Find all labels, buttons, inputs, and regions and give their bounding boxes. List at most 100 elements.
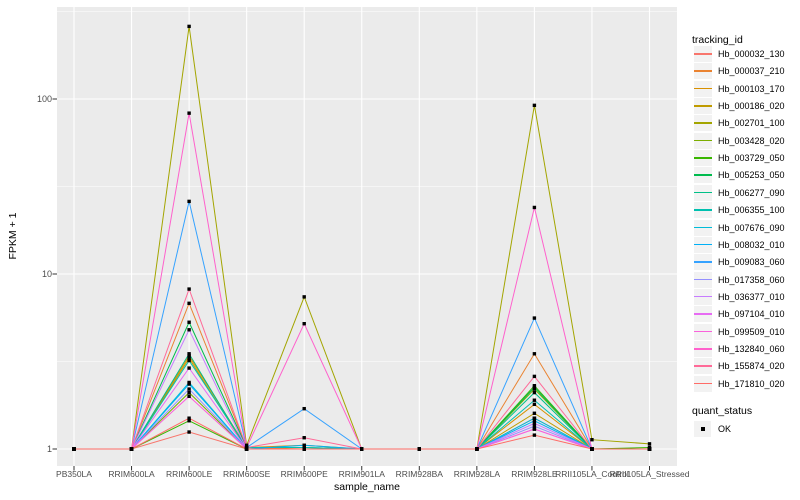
data-point-marker [532,205,537,210]
legend-key-swatch [694,63,712,80]
x-tick-label: RRIM600PE [280,469,328,479]
data-point-marker [187,356,191,360]
data-point-marker [532,390,537,395]
data-point-marker [244,443,249,447]
legend-line-icon [694,313,712,315]
legend-key-swatch [694,132,712,149]
data-point-marker [187,419,191,423]
data-point-marker [532,402,537,407]
legend-item-label: Hb_000037_210 [718,66,785,77]
legend-key-swatch [694,219,712,236]
y-tick-label: 1 [46,444,52,454]
data-point-marker [129,447,134,451]
legend-item-label: Hb_132840_060 [718,343,785,354]
data-point-marker [360,447,364,451]
data-point-marker [590,438,594,442]
data-point-marker [532,416,537,420]
data-point-marker [647,447,652,451]
legend-key-swatch [694,184,712,201]
x-tick-label: RRIM928LA [453,469,500,479]
data-point-marker [244,447,249,451]
data-point-marker [187,24,191,29]
legend-item-label: Hb_007676_090 [718,222,785,233]
data-point-marker [532,433,537,437]
legend-item-label: Hb_036377_010 [718,291,785,302]
x-tick-label: RRIM928LE [511,469,558,479]
legend-key-swatch [694,115,712,132]
data-point-marker [417,447,421,451]
legend-item-label: Hb_006355_100 [718,205,785,216]
legend-line-icon [694,191,712,194]
legend-key-swatch [694,236,712,253]
x-tick-label: RRIM901LA [338,469,385,479]
legend-title-quant-status: quant_status [692,405,753,417]
legend-item-label: Hb_003428_020 [718,135,785,146]
legend-line-icon [694,382,712,385]
legend-item-label: Hb_003729_050 [718,153,785,164]
legend-item-label: Hb_002701_100 [718,118,785,129]
legend-key-swatch [694,167,712,184]
data-point-marker [72,447,76,451]
legend-item-label: Hb_000032_130 [718,49,785,59]
legend-key-swatch [694,323,712,340]
legend-item-label: Hb_005253_050 [718,170,785,181]
data-point-marker [590,447,594,451]
legend-title-tracking-id: tracking_id [692,34,743,46]
data-point-marker [532,421,537,426]
legend-key-swatch [694,340,712,357]
legend-line-icon [694,87,712,90]
data-point-marker [532,398,537,402]
legend-key-swatch [694,271,712,288]
legend-item-label: Hb_017358_060 [718,274,785,285]
data-point-marker [302,295,306,299]
legend-line-icon [694,53,712,55]
legend-item-label: Hb_008032_010 [718,239,785,250]
legend-line-icon [694,295,712,298]
data-point-marker [532,352,537,356]
legend-line-icon [694,174,712,177]
data-point-marker [187,287,191,291]
x-tick-label: RRIM600LE [165,469,213,479]
legend-item-label: Hb_000103_170 [718,83,785,94]
legend-key-swatch [694,358,712,375]
data-point-marker [187,320,191,324]
x-tick-label: RRII105LA_Control [555,469,629,479]
ok-square-marker-icon [700,427,705,431]
x-tick-label: RRII105LA_Stressed [609,469,690,479]
x-tick-label: RRIM600LA [108,469,155,479]
legend-line-icon [694,261,712,263]
data-point-marker [187,366,191,370]
data-point-marker [187,111,191,115]
data-point-marker [187,430,191,434]
legend-key-swatch [694,80,712,97]
legend-key-swatch [694,98,712,115]
legend-key-swatch [694,202,712,219]
data-point-marker [187,328,191,332]
legend-line-icon [694,226,712,229]
data-point-marker [532,103,537,108]
x-tick-label: RRIM928BA [395,469,443,479]
data-point-marker [532,316,537,320]
x-tick-label: RRIM600SE [223,469,271,479]
data-point-marker [532,385,537,390]
legend-line-icon [694,157,712,159]
data-point-marker [302,406,306,411]
data-point-marker [187,416,191,420]
legend-line-icon [694,347,712,350]
data-point-marker [187,390,191,395]
legend-line-icon [694,209,712,211]
x-axis-title: sample_name [334,481,400,493]
legend-key-swatch [694,254,712,271]
data-point-marker [475,447,479,451]
legend-line-icon [694,278,712,281]
legend-key-swatch [694,288,712,305]
data-point-marker [187,394,191,399]
data-point-marker [187,352,191,356]
legend-key-swatch [694,46,712,62]
data-point-marker [532,374,537,379]
data-point-marker [302,436,306,440]
data-point-marker [302,447,306,451]
legend-line-icon [694,105,712,107]
